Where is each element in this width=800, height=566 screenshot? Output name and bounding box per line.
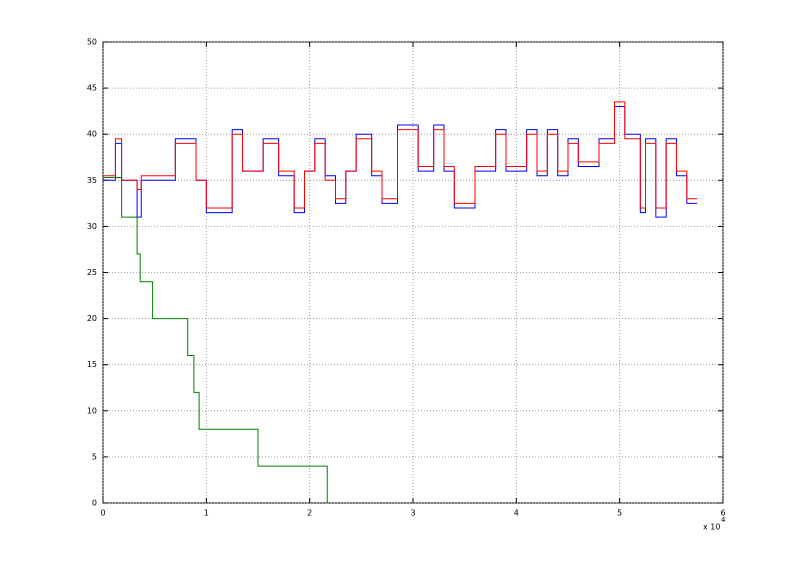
x-tick-label: 4 <box>514 509 519 518</box>
y-tick-label: 30 <box>87 222 97 231</box>
y-tick-label: 0 <box>92 499 97 508</box>
y-tick-label: 5 <box>92 452 97 461</box>
y-tick-label: 25 <box>87 268 97 277</box>
y-tick-label: 50 <box>87 38 97 47</box>
y-tick-label: 40 <box>87 130 97 139</box>
x-tick-label: 6 <box>720 509 725 518</box>
y-tick-label: 10 <box>87 406 97 415</box>
y-tick-label: 20 <box>87 314 97 323</box>
x-scale-label: x 10 <box>703 523 720 532</box>
x-tick-label: 2 <box>307 509 312 518</box>
x-tick-label: 1 <box>204 509 209 518</box>
y-tick-label: 35 <box>87 176 97 185</box>
x-tick-label: 3 <box>410 509 415 518</box>
y-tick-label: 15 <box>87 360 97 369</box>
y-tick-label: 45 <box>87 84 97 93</box>
x-tick-label: 0 <box>100 509 105 518</box>
data-line <box>103 101 698 209</box>
x-scale-exponent: 4 <box>721 516 726 524</box>
data-line <box>103 177 329 504</box>
x-tick-label: 5 <box>617 509 622 518</box>
